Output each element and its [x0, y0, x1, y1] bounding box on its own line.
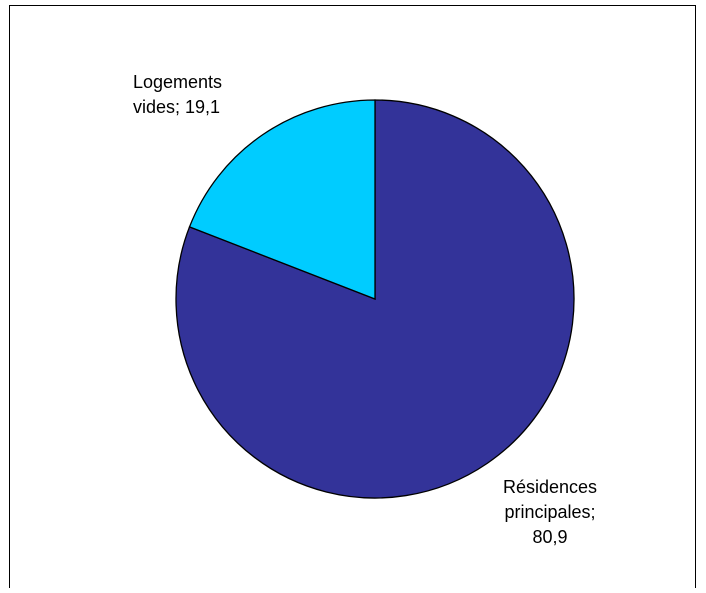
slice-label-residences-principales: Résidences principales; 80,9 — [502, 477, 598, 547]
pie-slices — [175, 99, 575, 499]
pie-slice-logements-vides — [188, 99, 376, 300]
slice-label-logements-vides: Logements vides; 19,1 — [133, 72, 223, 117]
